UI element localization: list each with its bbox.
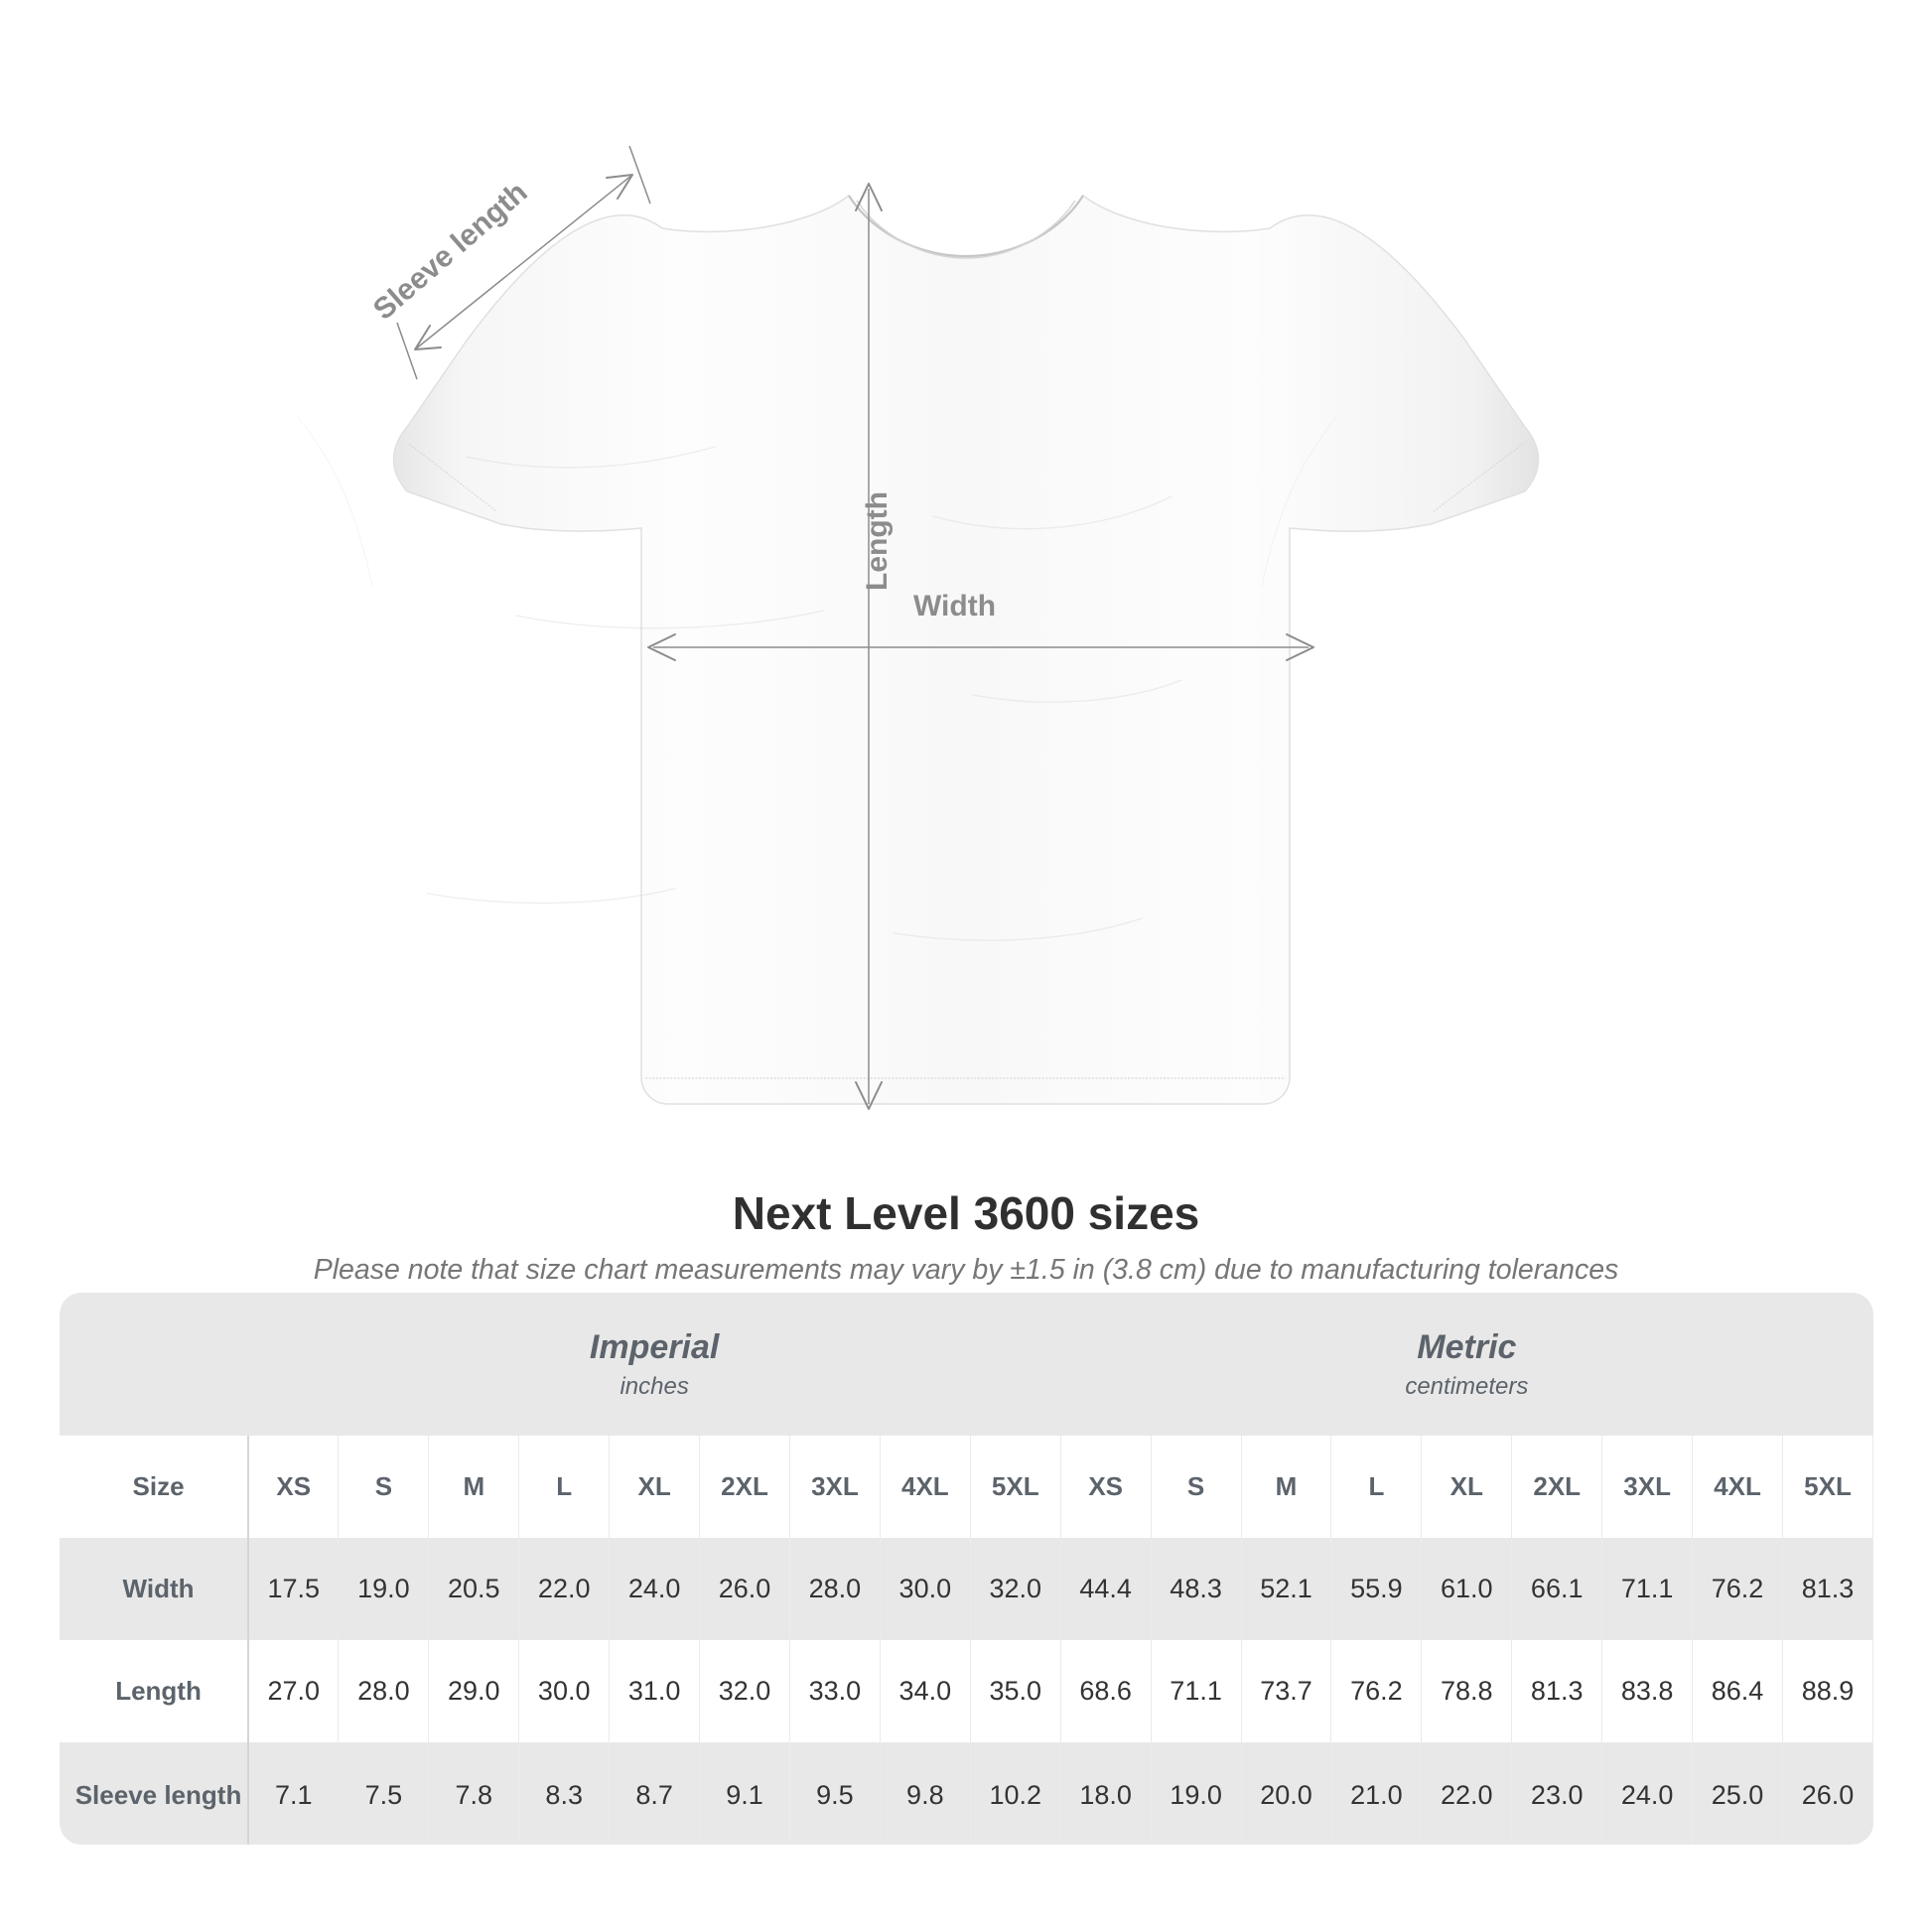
svg-text:Width: Width [913,590,996,622]
svg-text:Length: Length [861,491,894,591]
